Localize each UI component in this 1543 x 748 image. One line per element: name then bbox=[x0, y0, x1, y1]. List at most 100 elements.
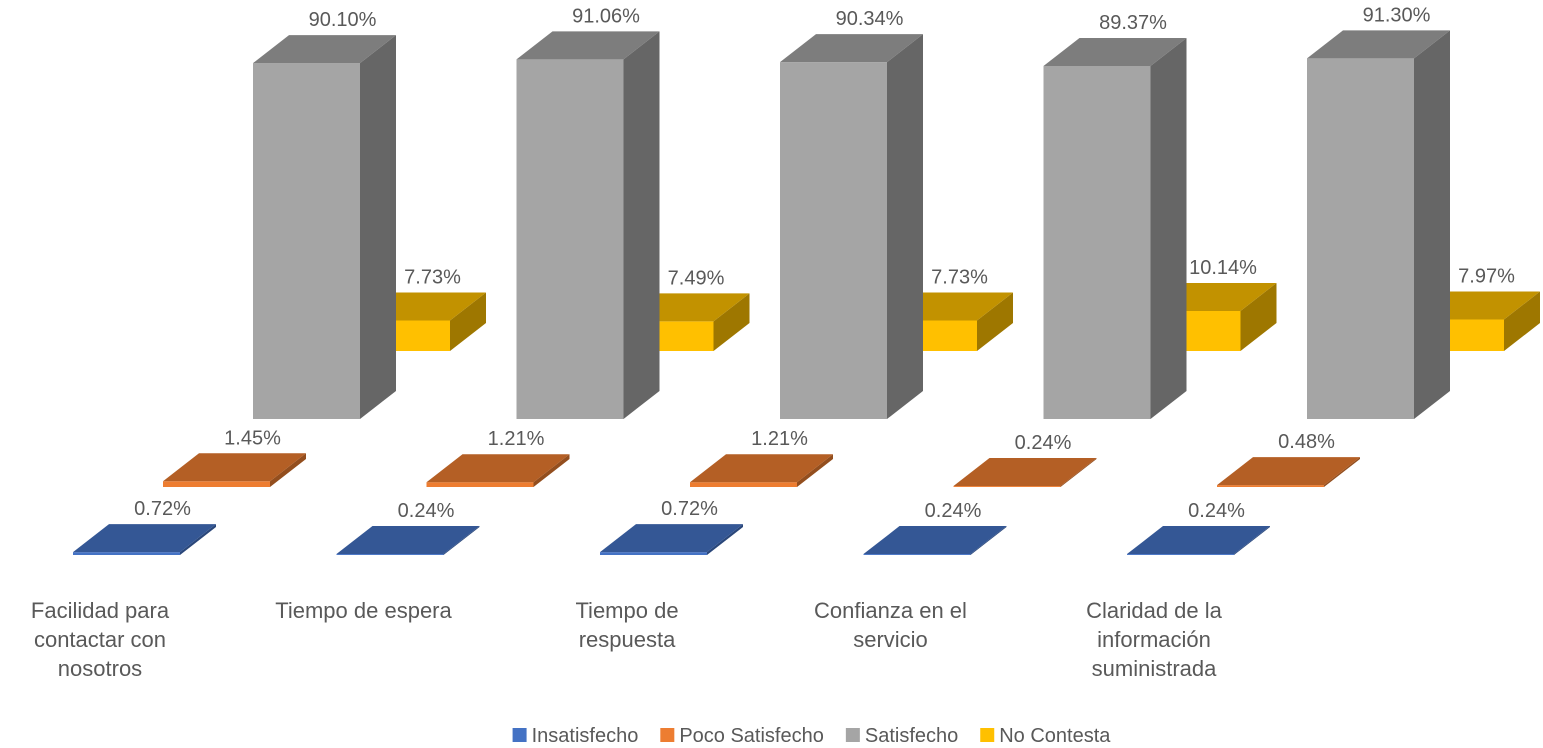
bar-top bbox=[516, 31, 660, 60]
bar-top bbox=[336, 526, 480, 555]
bar-front bbox=[253, 63, 360, 419]
x-tick-label: Tiempo de respuesta bbox=[575, 598, 679, 652]
bar bbox=[253, 35, 396, 419]
bar-front bbox=[426, 482, 534, 487]
bar bbox=[780, 34, 923, 419]
bar-side bbox=[713, 293, 750, 351]
bar-side bbox=[797, 454, 833, 487]
bar bbox=[336, 526, 480, 555]
x-tick-label: Facilidad para contactar con nosotros bbox=[30, 598, 170, 681]
bar bbox=[516, 31, 660, 420]
bar-top bbox=[953, 458, 1097, 487]
x-tick-label: Tiempo de espera bbox=[275, 598, 452, 623]
data-label: 0.24% bbox=[925, 500, 982, 522]
bar-front bbox=[1217, 485, 1324, 487]
legend-swatch bbox=[980, 728, 995, 742]
legend-item: Satisfecho bbox=[845, 725, 958, 747]
data-label: 91.30% bbox=[1363, 4, 1431, 26]
bar-top bbox=[600, 524, 743, 553]
bar bbox=[690, 454, 833, 487]
bar-side bbox=[1240, 282, 1277, 351]
bar-front bbox=[163, 481, 270, 487]
data-label: 89.37% bbox=[1099, 12, 1167, 34]
bar-front bbox=[600, 552, 707, 555]
bar-top bbox=[1043, 37, 1187, 66]
bar-side bbox=[977, 292, 1013, 351]
bar-top bbox=[780, 34, 923, 63]
bar bbox=[863, 526, 1007, 555]
data-label: 1.21% bbox=[751, 428, 808, 450]
bar-side bbox=[970, 526, 1007, 555]
bar-top bbox=[253, 35, 396, 64]
data-label: 7.73% bbox=[404, 266, 461, 288]
bar-side bbox=[360, 35, 396, 419]
bar-front bbox=[780, 62, 887, 419]
x-tick-label: Confianza en el servicio bbox=[814, 598, 967, 652]
bar bbox=[1217, 457, 1360, 487]
legend-label: No Contesta bbox=[999, 725, 1111, 747]
data-label: 0.24% bbox=[398, 500, 455, 522]
legend-item: Poco Satisfecho bbox=[660, 725, 824, 747]
data-label: 90.34% bbox=[836, 8, 904, 30]
bar-side bbox=[887, 34, 923, 419]
bar-top bbox=[163, 453, 306, 482]
data-label: 91.06% bbox=[572, 5, 640, 27]
bar-front bbox=[863, 554, 971, 555]
data-label: 0.24% bbox=[1188, 500, 1245, 522]
data-label: 1.21% bbox=[488, 428, 545, 450]
bar bbox=[1127, 526, 1270, 555]
data-label: 0.72% bbox=[661, 498, 718, 520]
bar-side bbox=[1150, 37, 1187, 420]
data-label: 7.73% bbox=[931, 266, 988, 288]
data-label: 10.14% bbox=[1189, 257, 1257, 279]
data-label: 0.48% bbox=[1278, 431, 1335, 453]
bar-front bbox=[336, 554, 444, 555]
bar-top bbox=[1217, 457, 1360, 486]
bar-side bbox=[180, 524, 216, 555]
bar-front bbox=[516, 59, 624, 420]
bar bbox=[163, 453, 306, 487]
bar-side bbox=[1504, 291, 1540, 351]
bar-front bbox=[690, 482, 797, 487]
legend-label: Poco Satisfecho bbox=[679, 725, 824, 747]
bar bbox=[426, 454, 570, 487]
bar-side bbox=[623, 31, 660, 420]
bar-side bbox=[443, 526, 480, 555]
legend-label: Insatisfecho bbox=[532, 725, 639, 747]
data-label: 90.10% bbox=[309, 9, 377, 31]
bar-front bbox=[1127, 554, 1234, 555]
legend-label: Satisfecho bbox=[865, 725, 958, 747]
bar bbox=[600, 524, 743, 555]
bar-side bbox=[533, 454, 570, 487]
legend-swatch bbox=[512, 728, 527, 742]
bar-top bbox=[73, 524, 216, 553]
legend-item: No Contesta bbox=[980, 725, 1111, 747]
legend-swatch bbox=[845, 728, 860, 742]
data-label: 7.97% bbox=[1458, 266, 1515, 288]
bar-side bbox=[450, 292, 486, 351]
bar-front bbox=[1307, 58, 1414, 420]
legend-swatch bbox=[660, 728, 675, 742]
bar-side bbox=[707, 524, 743, 555]
legend-item: Insatisfecho bbox=[512, 725, 639, 747]
bar bbox=[73, 524, 216, 555]
bar-front bbox=[73, 552, 180, 555]
bar-top bbox=[1307, 30, 1450, 59]
data-label: 0.72% bbox=[134, 498, 191, 520]
bar-top bbox=[1127, 526, 1270, 555]
bar bbox=[1307, 30, 1450, 420]
data-label: 1.45% bbox=[224, 427, 281, 449]
bar-top bbox=[690, 454, 833, 483]
bar-side bbox=[1324, 457, 1360, 487]
data-label: 7.49% bbox=[668, 267, 725, 289]
bar bbox=[953, 458, 1097, 487]
bar-side bbox=[1414, 30, 1450, 420]
bar bbox=[1043, 37, 1187, 420]
bar-top bbox=[863, 526, 1007, 555]
bar-front bbox=[1043, 65, 1151, 420]
bar-top bbox=[426, 454, 570, 483]
data-label: 0.24% bbox=[1015, 432, 1072, 454]
bar-side bbox=[1060, 458, 1097, 487]
